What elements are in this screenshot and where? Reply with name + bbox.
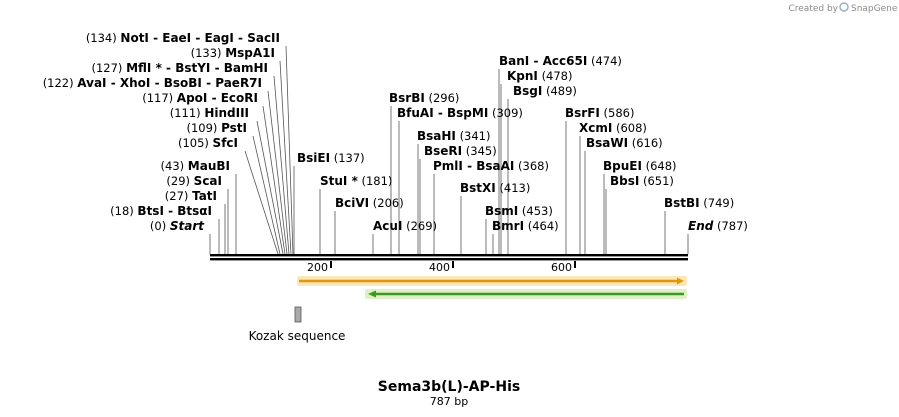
site-connector-line [244, 150, 279, 255]
site-label[interactable]: BanI - Acc65I (474) [499, 54, 622, 68]
site-label[interactable]: (117) ApoI - EcoRI [142, 91, 258, 105]
site-label[interactable]: BseRI (345) [424, 144, 497, 158]
site-label[interactable]: PmlI - BsaAI (368) [433, 159, 549, 173]
map-length: 787 bp [430, 395, 468, 408]
site-label[interactable]: (29) ScaI [166, 174, 222, 188]
site-label[interactable]: BsgI (489) [513, 84, 577, 98]
site-connector-line [273, 75, 290, 255]
site-label[interactable]: (105) SfcI [178, 136, 238, 150]
site-label[interactable]: BsrBI (296) [389, 91, 459, 105]
tick-label: 600 [551, 261, 572, 274]
credit: Created by SnapGene [788, 2, 898, 14]
site-label[interactable]: (111) HindIII [170, 106, 249, 120]
site-label[interactable]: BsaWI (616) [586, 136, 663, 150]
ruler: 200 400 600 [307, 261, 576, 274]
site-label[interactable]: BstXI (413) [460, 181, 530, 195]
site-connector-line [256, 120, 284, 255]
site-label[interactable]: (134) NotI - EaeI - EagI - SacII [86, 31, 280, 45]
site-label[interactable]: (133) MspA1I [191, 46, 275, 60]
map-title: Sema3b(L)-AP-His [378, 379, 520, 395]
tick-label: 200 [307, 261, 328, 274]
site-label[interactable]: End (787) [688, 219, 748, 233]
site-lines [209, 45, 689, 255]
site-label[interactable]: BbsI (651) [610, 174, 674, 188]
site-label[interactable]: BstBI (749) [664, 196, 734, 210]
arrow-right-icon [677, 277, 684, 285]
site-label[interactable]: KpnI (478) [507, 69, 573, 83]
site-label[interactable]: AcuI (269) [373, 219, 437, 233]
site-label[interactable]: (109) PstI [186, 121, 247, 135]
feature-kozak[interactable]: Kozak sequence [249, 306, 346, 343]
arrow-left-icon [368, 290, 376, 298]
site-label[interactable]: XcmI (608) [579, 121, 647, 135]
site-label[interactable]: BsrFI (586) [565, 106, 634, 120]
site-labels: (134) NotI - EaeI - EagI - SacII(133) Ms… [43, 31, 748, 233]
site-label[interactable]: (18) BtsI - BtsαI [110, 204, 212, 218]
site-connector-line [285, 45, 294, 255]
site-label[interactable]: (127) MflI * - BstYI - BamHI [92, 61, 269, 75]
site-label[interactable]: BfuAI - BspMI (309) [397, 106, 523, 120]
feature-reverse-green[interactable] [365, 289, 687, 299]
site-connector-line [262, 105, 286, 255]
brand-text: SnapGene [851, 4, 898, 14]
site-label[interactable]: BsiEI (137) [297, 151, 365, 165]
kozak-box [294, 306, 302, 323]
feature-forward-orange[interactable] [297, 276, 687, 286]
site-connector-line [279, 60, 292, 255]
backbone-bottom-strand [210, 258, 688, 261]
snapgene-logo-icon [839, 2, 849, 12]
site-label[interactable]: (122) AvaI - XhoI - BsoBI - PaeR7I [43, 76, 262, 90]
site-label[interactable]: (43) MauBI [161, 159, 230, 173]
site-label[interactable]: (0) Start [150, 219, 205, 233]
site-label[interactable]: BmrI (464) [492, 219, 559, 233]
site-label[interactable]: (27) TatI [165, 189, 217, 203]
backbone [210, 254, 688, 261]
tick-label: 400 [429, 261, 450, 274]
site-label[interactable]: BsaHI (341) [417, 129, 491, 143]
site-label[interactable]: BsmI (453) [485, 204, 553, 218]
site-label[interactable]: BpuEI (648) [603, 159, 677, 173]
site-connector-line [252, 135, 281, 255]
kozak-label: Kozak sequence [249, 329, 346, 343]
site-connector-line [267, 90, 288, 255]
site-label[interactable]: BciVI (206) [335, 196, 404, 210]
site-label[interactable]: StuI * (181) [320, 174, 392, 188]
backbone-top-strand [210, 254, 688, 257]
credit-text: Created by [788, 4, 838, 14]
